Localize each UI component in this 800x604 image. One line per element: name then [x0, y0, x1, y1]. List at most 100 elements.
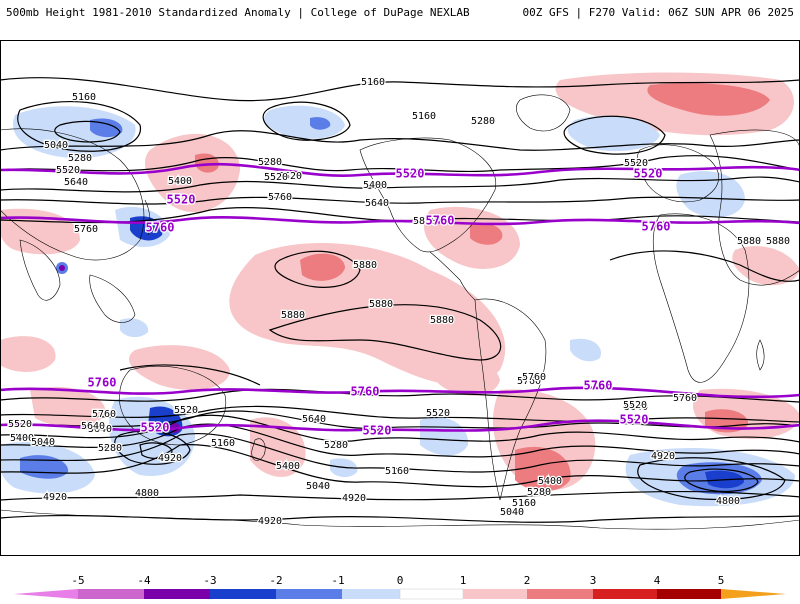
height-contour-label: 5880: [281, 310, 305, 321]
colorbar-tick: 3: [589, 574, 597, 587]
height-contour-label: 5040: [44, 140, 68, 151]
colorbar-tick: -4: [137, 574, 151, 587]
height-contour-label: 5520: [8, 419, 32, 430]
thickness-contour-label: 5760: [642, 220, 671, 234]
colorbar-swatch-pos2: [527, 589, 593, 599]
thickness-contours: [0, 162, 800, 432]
colorbar-swatch-neg2: [276, 589, 342, 599]
colorbar-svg: [14, 588, 786, 600]
colorbar-arrow-right: [721, 589, 786, 599]
thickness-contour-label: 5760: [351, 385, 380, 399]
height-contour-label: 5640: [365, 198, 389, 209]
height-contour-label: 5520: [426, 408, 450, 419]
colorbar-swatch-zero: [399, 588, 464, 600]
height-contour-label: 5760: [522, 372, 546, 383]
height-contour-label: 5160: [361, 77, 385, 88]
anom-pos-arctic-core: [647, 83, 770, 116]
height-contour-label: 5760: [673, 393, 697, 404]
height-contour-label: 5880: [766, 236, 790, 247]
height-contour-label: 5640: [88, 424, 112, 435]
thickness-contour-label: 5520: [141, 421, 170, 435]
height-contour-5160-aleutian: [17, 101, 141, 152]
height-contour-4800-cyclone: [139, 442, 173, 459]
height-contour-label: 5280: [527, 487, 551, 498]
coast-southeast-asia: [89, 274, 136, 323]
thickness-contour-5760-south: [0, 386, 800, 399]
colorbar-tick: 2: [523, 574, 531, 587]
anom-pos-nw-pacific: [129, 345, 230, 390]
height-contour-5760-north: [0, 207, 800, 224]
height-contour-label: 5040: [306, 481, 330, 492]
height-contour-4920-cyclone: [114, 430, 191, 465]
coast-central-america: [429, 251, 476, 301]
height-contour-5160-siberia: [563, 115, 666, 155]
height-contour-label: 5520: [264, 172, 288, 183]
height-contour-label: 5880: [353, 260, 377, 271]
height-contour-4800-se: [684, 468, 759, 492]
thickness-contour-5520-north: [0, 162, 800, 177]
height-contour-5880-sw: [119, 364, 261, 386]
anomaly-shading: [0, 72, 800, 507]
colorbar-swatch-pos1: [463, 589, 527, 599]
anom-neg-alaska: [264, 105, 345, 139]
height-contour-label: 5520: [56, 165, 80, 176]
height-contour-label: 5760: [74, 224, 98, 235]
coast-africa: [652, 213, 750, 383]
colorbar-tick: 1: [459, 574, 467, 587]
height-contour-label: 5640: [81, 421, 105, 432]
height-contour-4920-se: [637, 457, 786, 500]
height-contour-label: 5520: [623, 400, 647, 411]
anom-pos-atlantic-core: [470, 223, 503, 245]
thickness-contour-label: 5520: [363, 424, 392, 438]
height-contour-label: 5280: [98, 443, 122, 454]
height-contour-label: 5520: [278, 171, 302, 182]
anom-pos-north-pacific: [145, 133, 240, 213]
height-contour-label: 5040: [500, 507, 524, 518]
height-contour-label: 5400: [363, 180, 387, 191]
colorbar-swatch-neg1: [342, 589, 400, 599]
height-contour-5280-north: [0, 130, 800, 151]
thickness-contour-label: 5520: [634, 167, 663, 181]
height-contour-5640-north: [0, 196, 800, 205]
run-info: 00Z GFS | F270 Valid: 06Z SUN APR 06 202…: [522, 6, 794, 19]
height-contour-label: 5280: [471, 116, 495, 127]
height-contour-label: 5280: [68, 153, 92, 164]
anom-pos-south-atlantic-core: [515, 446, 571, 492]
coast-madagascar: [756, 339, 765, 371]
height-contour-label: 5640: [302, 414, 326, 425]
height-contour-4920-south: [0, 490, 800, 501]
height-contour-5160-south: [0, 433, 800, 473]
height-contour-5400-north: [0, 155, 800, 173]
height-contour-label: 5760: [268, 192, 292, 203]
height-contour-label: 5160: [211, 438, 235, 449]
colorbar-tick: -3: [203, 574, 217, 587]
height-contour-label: 5880: [737, 236, 761, 247]
colorbar-tick: 4: [653, 574, 661, 587]
anom-neg-small-3: [120, 318, 149, 338]
thickness-contour-label: 5760: [88, 376, 117, 390]
coast-europe: [636, 144, 719, 203]
height-contour-label: 5400: [10, 433, 34, 444]
height-contour-5520-south: [0, 410, 800, 429]
height-contour-label: 5640: [64, 177, 88, 188]
height-contour-label: 4800: [135, 488, 159, 499]
anom-pos-se-pacific: [416, 337, 500, 396]
height-contour-label: 5880: [413, 216, 437, 227]
colorbar-tick: -5: [71, 574, 85, 587]
height-contour-label: 4920: [342, 493, 366, 504]
height-contour-label: 5160: [512, 498, 536, 509]
height-contour-label: 5760: [517, 376, 541, 387]
thickness-contour-label: 5760: [146, 221, 175, 235]
height-contour-label: 5880: [369, 299, 393, 310]
height-contour-label: 5400: [538, 476, 562, 487]
colorbar-swatch-neg5: [78, 589, 144, 599]
height-contour-label: 5520: [174, 405, 198, 416]
coast-japan: [144, 199, 151, 236]
thickness-contour-label: 5520: [620, 413, 649, 427]
height-contour-label: 5280: [324, 440, 348, 451]
colorbar-tick: 0: [396, 574, 404, 587]
thickness-contour-label: 5520: [167, 193, 196, 207]
map-frame[interactable]: 5160 5160 5160 5280 5520 5040 5280 5520 5640 5400…: [0, 40, 800, 556]
